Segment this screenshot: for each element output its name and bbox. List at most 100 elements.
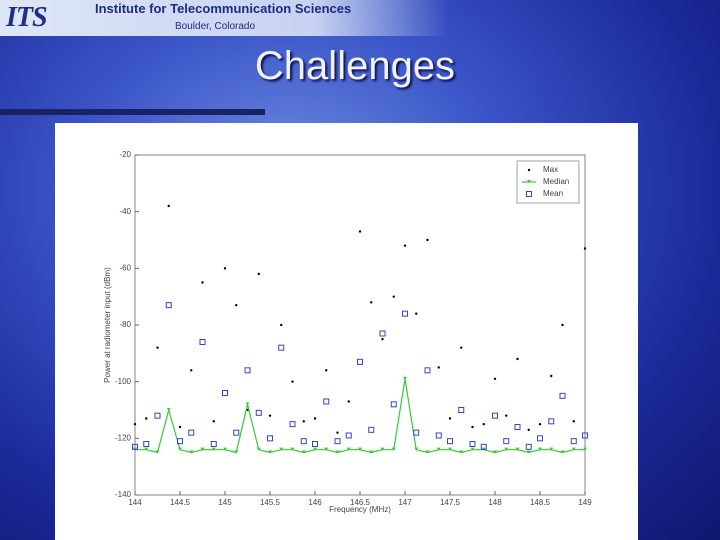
median-point	[560, 450, 565, 454]
location: Boulder, Colorado	[175, 21, 256, 32]
max-point	[156, 346, 159, 349]
median-point	[256, 447, 261, 451]
median-point	[324, 447, 329, 451]
x-tick-label: 146	[308, 498, 322, 507]
mean-point	[469, 441, 476, 447]
x-tick-label: 145.5	[260, 498, 281, 507]
mean-point	[289, 421, 296, 428]
median-point	[380, 447, 385, 451]
y-tick-label: -20	[119, 150, 131, 159]
median-point	[144, 447, 149, 451]
y-tick-label: -60	[119, 263, 131, 272]
legend-swatch	[527, 180, 531, 183]
max-point	[370, 301, 373, 304]
max-point	[223, 267, 227, 270]
max-point	[392, 295, 395, 298]
max-point	[133, 422, 137, 426]
x-tick-label: 148.5	[530, 498, 551, 507]
median-point	[403, 376, 407, 380]
median-point	[211, 447, 216, 451]
mean-point	[154, 412, 161, 419]
median-point	[189, 450, 194, 454]
mean-point	[582, 432, 588, 439]
mean-point	[255, 409, 262, 416]
max-point	[235, 303, 238, 307]
legend-label: Max	[543, 165, 558, 174]
max-point	[538, 422, 542, 426]
mean-point	[458, 407, 465, 413]
legend-label: Mean	[543, 189, 563, 198]
mean-point	[503, 438, 510, 445]
median-point	[200, 447, 205, 451]
median-point	[268, 450, 272, 454]
mean-point	[379, 330, 386, 337]
mean-point	[402, 310, 408, 317]
max-point	[448, 417, 452, 420]
slide-title: Challenges	[254, 44, 456, 88]
mean-point	[390, 401, 397, 408]
max-point	[460, 346, 463, 349]
max-point	[257, 272, 260, 276]
mean-point	[233, 429, 240, 436]
mean-point	[278, 344, 285, 351]
max-point	[302, 420, 305, 423]
organization: Institute for Telecommunication Sciences	[95, 1, 352, 16]
mean-point	[413, 429, 420, 436]
max-point	[190, 369, 193, 372]
median-point	[459, 450, 464, 454]
median-point	[279, 447, 284, 451]
max-point	[325, 369, 328, 372]
median-point	[425, 450, 430, 454]
max-point	[201, 281, 204, 284]
mean-point	[143, 441, 150, 447]
max-point	[471, 425, 474, 429]
mean-point	[548, 418, 555, 425]
max-point	[336, 431, 339, 434]
median-point	[223, 447, 227, 451]
x-tick-label: 146.5	[350, 498, 371, 507]
max-point	[280, 323, 283, 327]
max-point	[426, 238, 429, 242]
median-point	[571, 447, 576, 451]
median-point	[178, 447, 182, 451]
median-point	[470, 447, 475, 451]
mean-point	[312, 441, 318, 447]
logo: ITS	[6, 2, 48, 33]
median-point	[436, 447, 441, 451]
median-point	[391, 447, 396, 451]
max-point	[268, 414, 272, 417]
median-point	[166, 408, 171, 411]
mean-point	[165, 302, 172, 309]
median-point	[245, 402, 250, 406]
max-point	[516, 357, 519, 361]
mean-point	[480, 443, 487, 450]
max-point	[527, 428, 530, 432]
y-tick-label: -40	[119, 207, 131, 216]
mean-point	[525, 443, 532, 450]
mean-point	[188, 429, 195, 436]
max-point	[437, 366, 440, 369]
mean-point	[177, 438, 183, 445]
legend-label: Median	[543, 177, 569, 186]
y-tick-label: -100	[115, 377, 132, 386]
mean-point	[357, 358, 363, 365]
max-point	[572, 420, 575, 423]
median-point	[369, 450, 374, 454]
mean-point	[210, 441, 217, 447]
median-point	[526, 450, 531, 454]
mean-point	[334, 438, 341, 445]
max-point	[493, 377, 497, 381]
mean-point	[424, 367, 431, 374]
max-point	[167, 204, 170, 208]
y-tick-label: -80	[119, 320, 131, 329]
x-tick-label: 144	[128, 498, 142, 507]
max-point	[550, 374, 553, 378]
max-point	[178, 425, 182, 429]
title-rule	[0, 109, 265, 115]
max-point	[415, 312, 418, 315]
mean-point	[267, 435, 273, 442]
median-point	[448, 447, 452, 451]
max-point	[482, 422, 485, 426]
median-point	[313, 447, 317, 451]
max-point	[347, 400, 350, 403]
